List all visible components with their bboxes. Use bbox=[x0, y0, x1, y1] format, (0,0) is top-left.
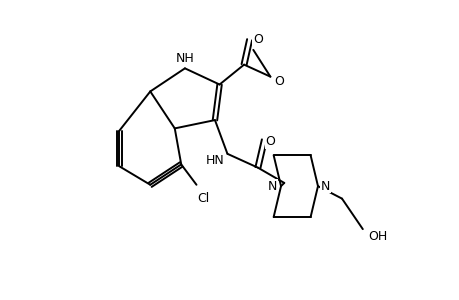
Text: N: N bbox=[320, 180, 330, 193]
Text: O: O bbox=[273, 75, 283, 88]
Text: O: O bbox=[252, 33, 262, 46]
Text: OH: OH bbox=[368, 230, 387, 244]
Text: NH: NH bbox=[175, 52, 194, 65]
Text: O: O bbox=[265, 135, 275, 148]
Text: N: N bbox=[268, 180, 277, 193]
Text: HN: HN bbox=[205, 154, 224, 167]
Text: Cl: Cl bbox=[197, 192, 209, 205]
